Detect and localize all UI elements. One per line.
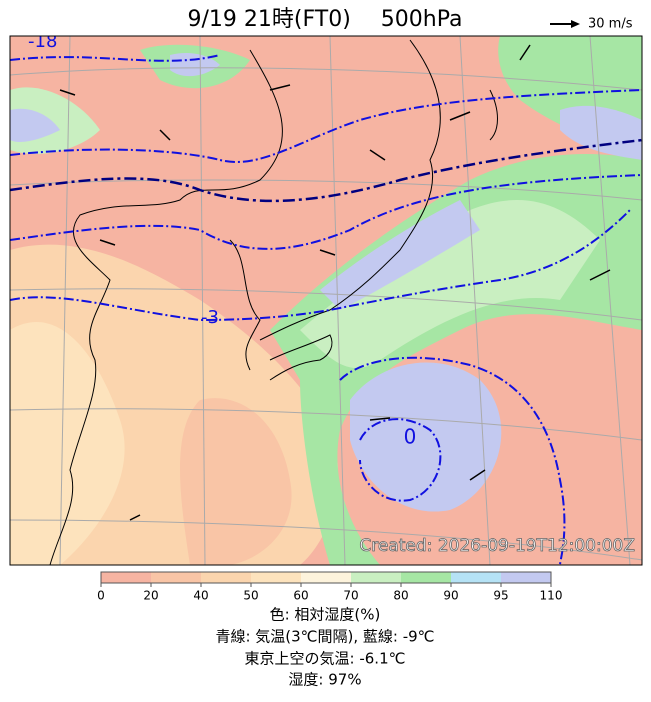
colorbar-frame: [100, 571, 552, 584]
title: 9/19 21時(FT0) 500hPa: [188, 7, 463, 32]
colorbar-tick-label: 50: [243, 589, 258, 603]
colorbar-tick-label: 20: [143, 589, 158, 603]
map: 0 -3 -18 Created: 2026-09-19T12:00:00Z: [10, 31, 642, 565]
colorbar-tick-label: 80: [393, 589, 408, 603]
colorbar-tick-label: 90: [443, 589, 458, 603]
contour-label: 0: [404, 425, 417, 449]
colorbar-tick-label: 95: [493, 589, 508, 603]
colorbar-segment: [201, 572, 251, 583]
colorbar-segment: [151, 572, 201, 583]
map-frame: [9, 35, 643, 566]
caption: 東京上空の気温: -6.1℃: [245, 650, 406, 668]
caption: 色: 相対湿度(%): [270, 606, 381, 624]
colorbar-segment: [401, 572, 451, 583]
caption: 青線: 気温(3℃間隔), 藍線: -9℃: [215, 628, 434, 646]
colorbar-segment: [301, 572, 351, 583]
colorbar-tick-label: 110: [540, 589, 563, 603]
contour-label: -3: [201, 307, 219, 328]
colorbar-segment: [251, 572, 301, 583]
contour-label: -18: [28, 31, 57, 52]
created-label: Created: 2026-09-19T12:00:00Z: [359, 536, 635, 556]
colorbar-tick-label: 70: [343, 589, 358, 603]
colorbar-tick-label: 40: [193, 589, 208, 603]
colorbar-segment: [351, 572, 401, 583]
colorbar-segment: [451, 572, 501, 583]
colorbar: 0 20 40 50 60 70 80 90 95 110: [97, 571, 563, 603]
colorbar-tick-label: 60: [293, 589, 308, 603]
caption: 湿度: 97%: [288, 671, 361, 689]
scale-arrow-head: [571, 20, 580, 28]
scale-label: 30 m/s: [588, 17, 633, 32]
colorbar-tick-label: 0: [97, 589, 105, 603]
colorbar-segment: [101, 572, 151, 583]
colorbar-segment: [501, 572, 551, 583]
